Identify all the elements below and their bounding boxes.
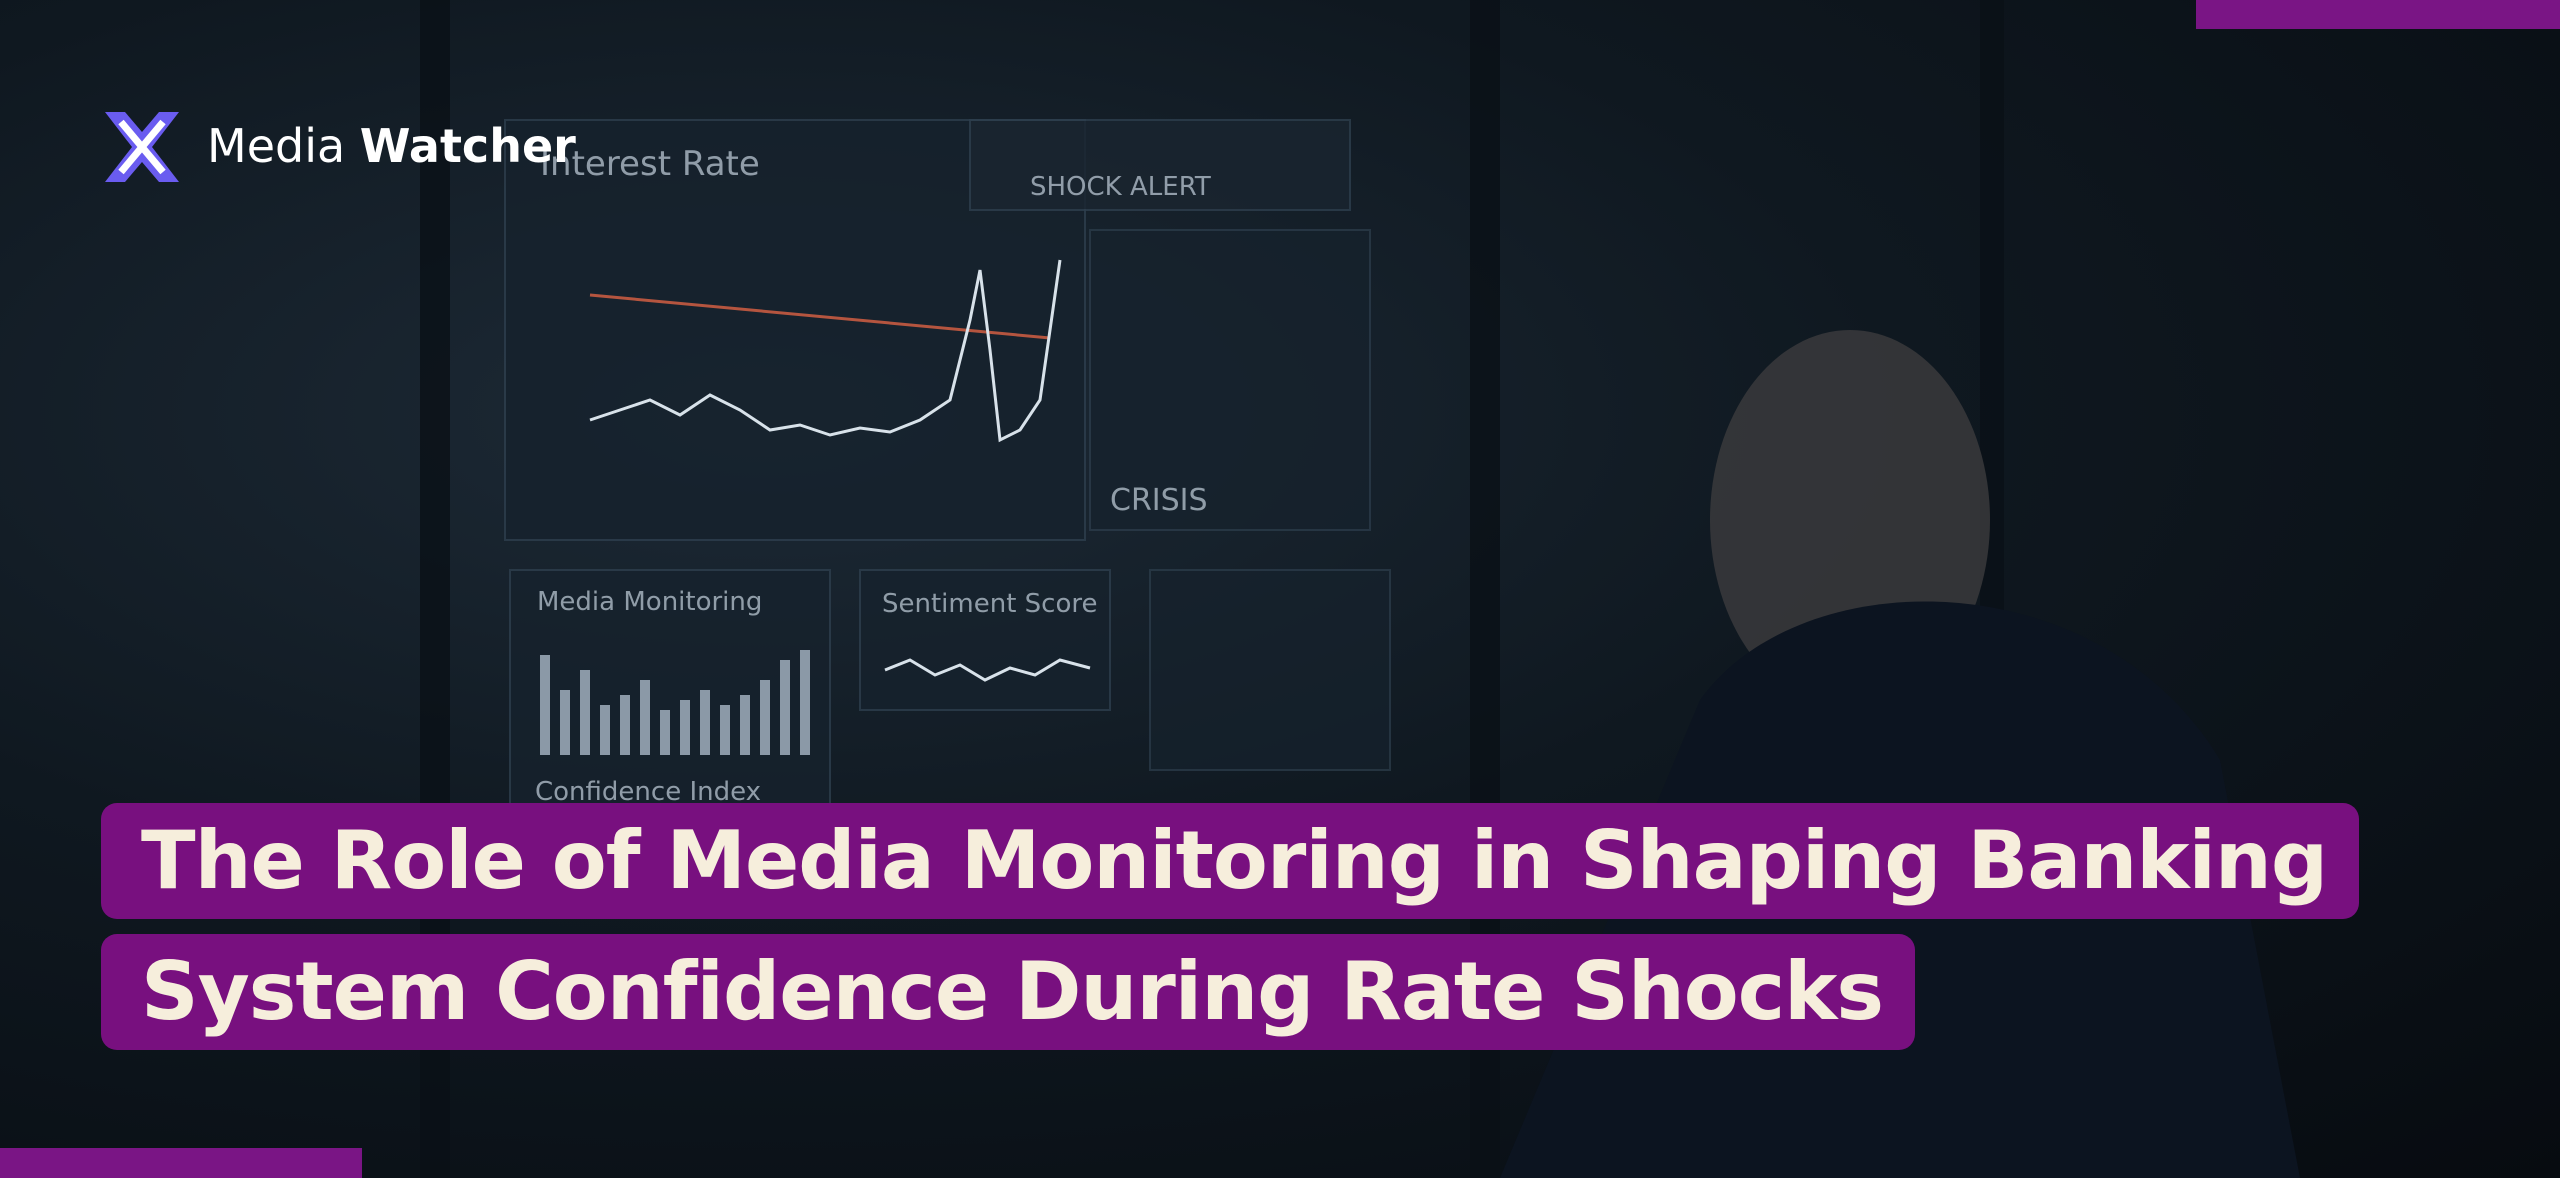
title-line: System Confidence During Rate Shocks [101,934,1915,1050]
scene-text: Media Monitoring [537,587,762,617]
accent-bar [0,1148,362,1178]
scene-text: Interest Rate [540,144,760,184]
logo-name: Media [207,119,346,173]
logo-text: Media Watcher [207,118,576,174]
logo-icon [105,112,179,182]
scene-text: SHOCK ALERT [1030,172,1211,202]
logo-name-bold: Watcher [359,119,576,173]
scene-text: Sentiment Score [882,589,1097,619]
scene-text: CRISIS [1110,483,1208,518]
scene-text: Confidence Index [535,777,761,807]
accent-bar [2196,0,2560,29]
title-line: The Role of Media Monitoring in Shaping … [101,803,2360,919]
